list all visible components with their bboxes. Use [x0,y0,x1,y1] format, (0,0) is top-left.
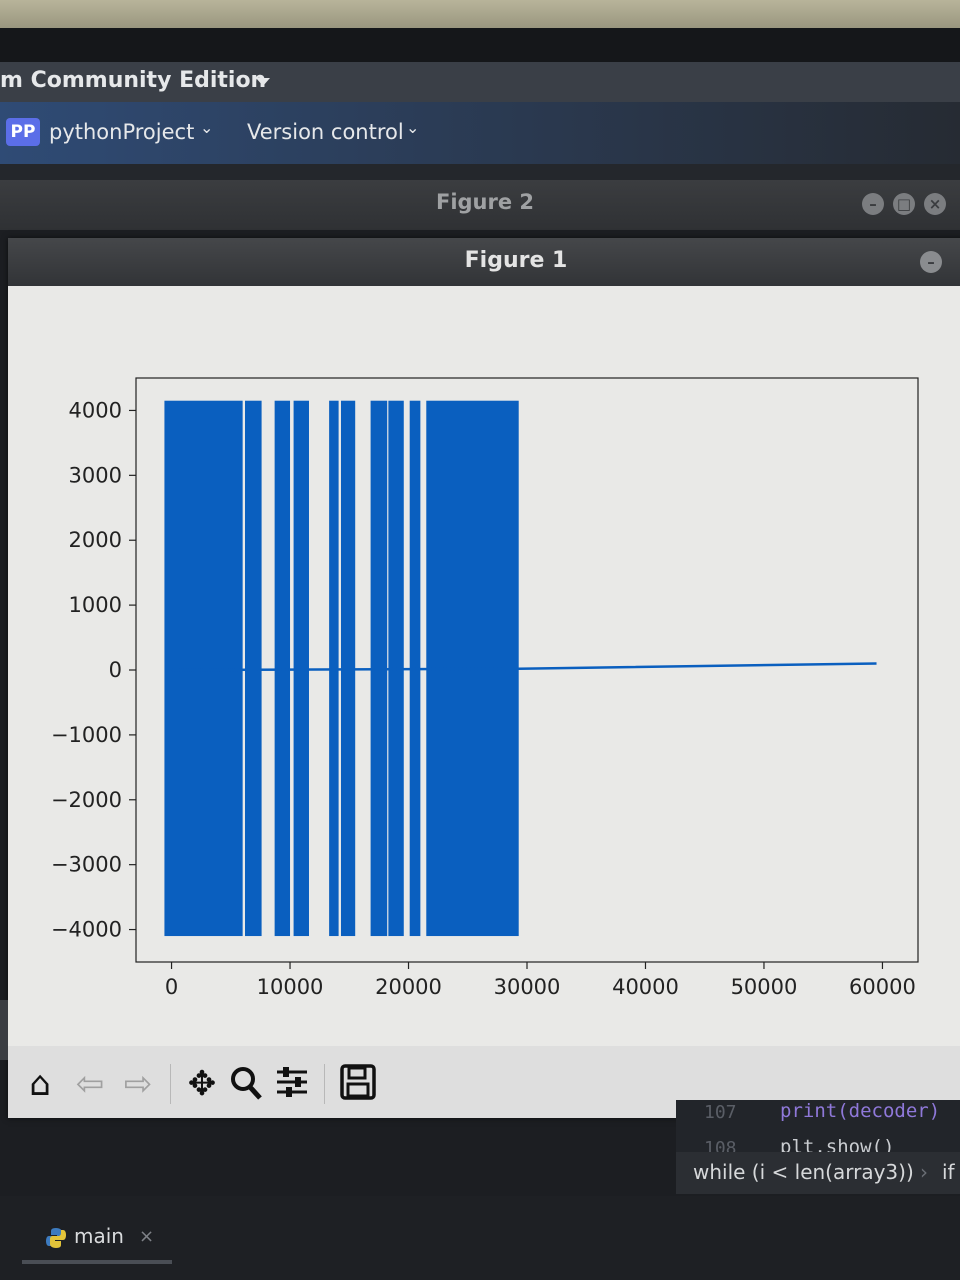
y-tick-label: 2000 [69,528,122,552]
y-tick-label: 4000 [69,398,122,422]
x-tick-label: 60000 [849,975,916,999]
active-tab-indicator [22,1260,172,1264]
toolbar-separator [324,1064,325,1104]
run-tab-label: main [74,1224,124,1248]
save-icon[interactable] [338,1062,378,1106]
breadcrumb-item[interactable]: if [942,1160,955,1184]
y-tick-label: −3000 [51,853,122,877]
zoom-icon[interactable] [226,1062,266,1106]
ide-title: m Community Edition [0,68,267,93]
toolbar-separator [170,1064,171,1104]
signal-burst [245,400,262,937]
project-selector[interactable]: pythonProject [49,120,195,144]
minimize-icon[interactable]: – [920,251,942,273]
window-title: Figure 2 [435,190,535,214]
x-tick-label: 40000 [612,975,679,999]
version-control-menu[interactable]: Version control [247,120,404,144]
minimize-icon[interactable]: – [862,193,884,215]
chevron-down-icon[interactable]: ⌄ [406,118,420,137]
chevron-right-icon: › [920,1160,928,1184]
breadcrumb-item[interactable]: while (i < len(array3)) [693,1160,914,1184]
monitor-bezel [0,28,960,64]
maximize-icon[interactable]: □ [893,193,915,215]
series-line [171,662,877,672]
close-icon[interactable]: × [924,193,946,215]
chevron-down-icon[interactable]: ⌄ [200,118,214,137]
y-tick-label: −2000 [51,788,122,812]
x-tick-label: 10000 [257,975,324,999]
y-tick-label: −4000 [51,918,122,942]
forward-arrow-icon[interactable]: ⇨ [123,1064,153,1104]
code-line[interactable]: print(decoder) [780,1100,941,1122]
y-tick-label: 1000 [69,593,122,617]
ide-tab-strip [0,164,960,180]
ide-title-bar: m Community Edition [0,62,960,102]
signal-burst [164,400,243,937]
bottom-tool-window: main × [0,1196,960,1280]
run-tab-main[interactable]: main × [22,1210,172,1264]
x-tick-label: 0 [165,975,178,999]
home-icon[interactable]: ⌂ [29,1064,51,1104]
pan-icon[interactable]: ✥ [187,1064,217,1104]
window-title: Figure 1 [464,248,568,273]
y-tick-label: 0 [109,658,122,682]
back-arrow-icon[interactable]: ⇦ [75,1064,105,1104]
close-icon[interactable]: × [139,1226,155,1247]
figure2-window-titlebar[interactable]: Figure 2 – □ × [0,180,960,230]
y-tick-label: −1000 [51,723,122,747]
ide-main-toolbar: PP pythonProject ⌄ Version control ⌄ [0,102,960,164]
chevron-down-icon[interactable] [256,78,270,86]
x-tick-label: 50000 [731,975,798,999]
ide-left-edge [0,1000,8,1060]
breadcrumb: while (i < len(array3)) › if [676,1152,960,1194]
x-tick-label: 20000 [375,975,442,999]
x-tick-label: 30000 [494,975,561,999]
project-badge[interactable]: PP [6,118,40,146]
y-tick-label: 3000 [69,463,122,487]
configure-subplots-icon[interactable] [272,1062,312,1106]
figure1-window: Figure 1 – −4000 −3000 −2000 −1000 0 1000 2000… [8,238,960,1118]
python-icon [46,1228,66,1248]
figure1-window-titlebar[interactable]: Figure 1 – [8,238,960,286]
plot-canvas[interactable]: −4000 −3000 −2000 −1000 0 1000 2000 3000 4000 0 1… [8,286,960,1046]
line-number: 107 [704,1102,737,1123]
